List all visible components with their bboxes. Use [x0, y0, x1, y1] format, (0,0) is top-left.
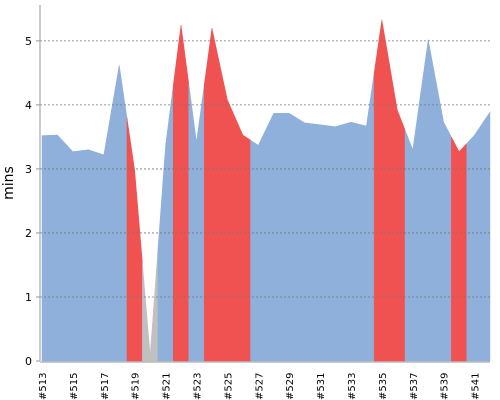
area-segment [420, 39, 437, 362]
area-segment [173, 24, 190, 362]
area-segment [203, 27, 220, 362]
area-segment [358, 72, 375, 362]
area-segment [435, 80, 452, 362]
area-segment [95, 109, 112, 362]
area-segment [80, 149, 97, 362]
y-axis-label: mins [1, 166, 17, 200]
area-segment [281, 112, 298, 362]
area-segment [142, 249, 159, 362]
area-segment [111, 65, 128, 362]
x-tick-label: #537 [409, 373, 420, 400]
x-tick-label: #523 [192, 373, 203, 400]
area-segment [234, 117, 251, 362]
y-tick-label: 5 [25, 35, 32, 48]
x-tick-label: #517 [100, 373, 111, 400]
area-segment [219, 63, 236, 362]
x-tick-label: #521 [162, 373, 173, 400]
area-segment [157, 85, 174, 362]
y-tick-label: 4 [25, 99, 32, 112]
area-segment [389, 64, 406, 362]
area-segment [342, 121, 359, 362]
area-segment [373, 19, 390, 362]
x-tick-label: #525 [223, 373, 234, 400]
x-tick-label: #515 [69, 373, 80, 400]
area-segment [64, 142, 81, 362]
area-segment [265, 112, 282, 362]
x-tick-label: #533 [347, 373, 358, 400]
area-segment [296, 117, 313, 362]
area-segment [49, 134, 66, 362]
area-segment [126, 117, 143, 362]
area-segment [327, 124, 344, 362]
x-tick-label: #519 [131, 373, 142, 400]
x-tick-label: #527 [254, 373, 265, 400]
x-tick-label: #529 [285, 373, 296, 400]
y-tick-label: 0 [25, 355, 32, 368]
area-segment [188, 83, 205, 362]
area-segment [312, 123, 329, 362]
area-segment [466, 122, 483, 362]
x-tick-label: #535 [378, 373, 389, 400]
y-tick-label: 1 [25, 291, 32, 304]
x-tick-label: #531 [316, 373, 327, 400]
y-tick-label: 2 [25, 227, 32, 240]
area-segment [250, 129, 267, 362]
x-tick-label: #513 [38, 373, 49, 400]
area-segment [451, 136, 468, 362]
area-segment [404, 94, 421, 362]
x-tick-label: #539 [440, 373, 451, 400]
x-tick-label: #541 [471, 373, 482, 400]
area-segment [482, 111, 491, 362]
y-tick-label: 3 [25, 163, 32, 176]
